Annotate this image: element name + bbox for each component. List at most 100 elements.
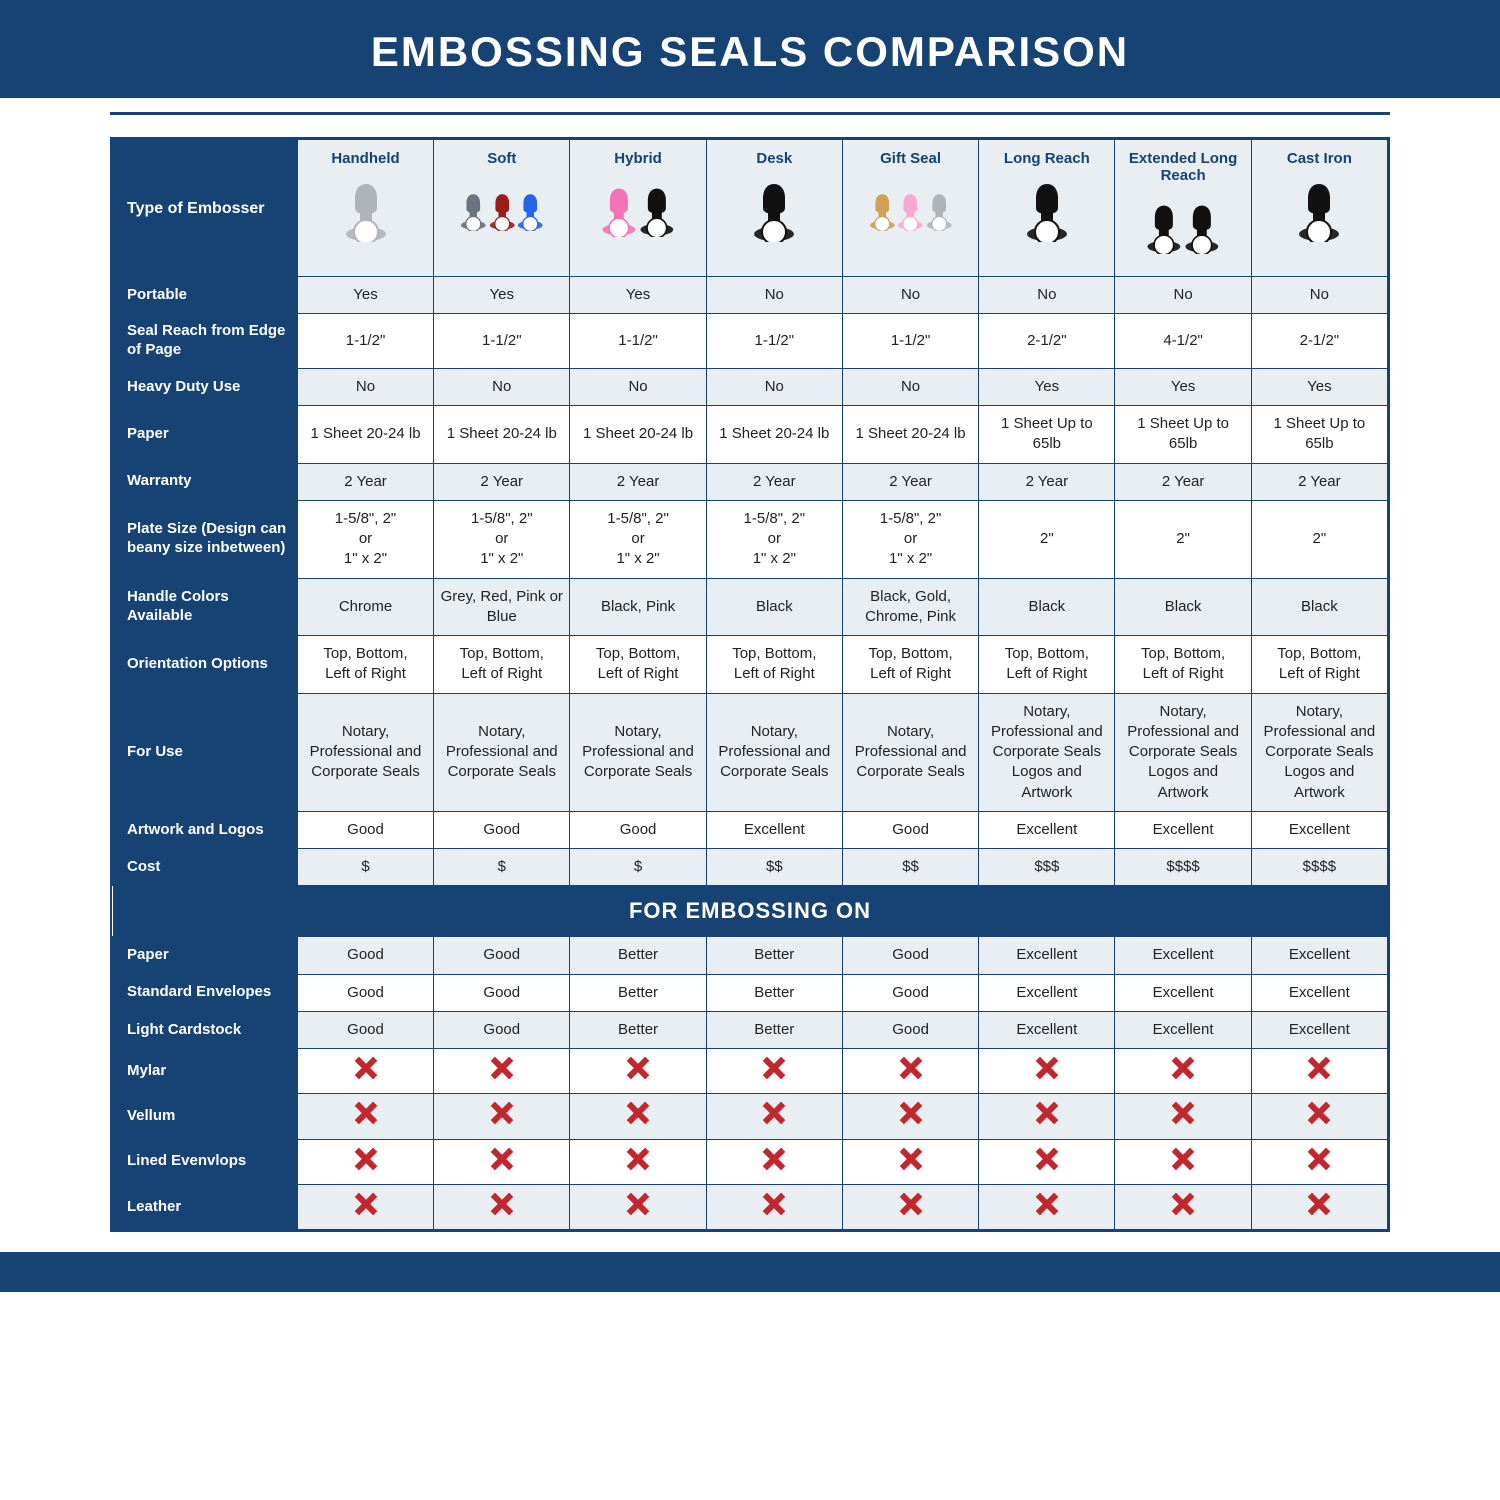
x-mark-icon [900, 1102, 922, 1124]
table-cell: Yes [979, 368, 1115, 405]
x-mark-icon [355, 1102, 377, 1124]
table-cell: Top, Bottom,Left of Right [434, 636, 570, 694]
column-header: Handheld [297, 140, 433, 277]
table-cell: 2 Year [1115, 463, 1251, 500]
table-cell: Black [706, 578, 842, 636]
table-cell: Black [979, 578, 1115, 636]
table-cell: Excellent [979, 974, 1115, 1011]
table-cell [434, 1094, 570, 1139]
table-cell: Good [297, 1011, 433, 1048]
table-cell: Excellent [1115, 811, 1251, 848]
table-cell: Grey, Red, Pink or Blue [434, 578, 570, 636]
table-cell: Better [706, 937, 842, 974]
row-label: Portable [113, 277, 298, 314]
table-cell [1115, 1184, 1251, 1229]
x-mark-icon [491, 1057, 513, 1079]
table-cell: Excellent [1251, 974, 1387, 1011]
column-header: Gift Seal [842, 140, 978, 277]
table-cell: $$$ [979, 849, 1115, 886]
table-row: Light CardstockGoodGoodBetterBetterGoodE… [113, 1011, 1388, 1048]
table-cell [706, 1184, 842, 1229]
table-cell: Good [434, 811, 570, 848]
row-label: Mylar [113, 1049, 298, 1094]
table-cell [706, 1139, 842, 1184]
table-row: PaperGoodGoodBetterBetterGoodExcellentEx… [113, 937, 1388, 974]
table-cell [570, 1139, 706, 1184]
embosser-thumb [576, 173, 699, 251]
row-label: Standard Envelopes [113, 974, 298, 1011]
table-cell: Good [842, 974, 978, 1011]
table-row: PortableYesYesYesNoNoNoNoNo [113, 277, 1388, 314]
table-cell: 2-1/2" [979, 314, 1115, 369]
x-mark-icon [1036, 1148, 1058, 1170]
column-label: Gift Seal [849, 150, 972, 167]
x-mark-icon [1172, 1148, 1194, 1170]
table-cell: Top, Bottom,Left of Right [297, 636, 433, 694]
x-mark-icon [900, 1057, 922, 1079]
table-cell: 1-5/8", 2"or1" x 2" [297, 500, 433, 578]
embosser-thumb [440, 173, 563, 251]
table-cell: Good [842, 937, 978, 974]
table-row: Seal Reach from Edge of Page1-1/2"1-1/2"… [113, 314, 1388, 369]
table-cell: Good [297, 811, 433, 848]
column-header: Extended Long Reach [1115, 140, 1251, 277]
table-cell: No [842, 277, 978, 314]
table-cell: Better [706, 1011, 842, 1048]
table-cell: Black [1115, 578, 1251, 636]
x-mark-icon [1308, 1057, 1330, 1079]
table-cell [842, 1139, 978, 1184]
table-cell [842, 1184, 978, 1229]
table-cell: 1-1/2" [570, 314, 706, 369]
table-cell: Better [570, 937, 706, 974]
table-cell: 1 Sheet 20-24 lb [706, 406, 842, 464]
table-cell [297, 1139, 433, 1184]
table-cell: 1-5/8", 2"or1" x 2" [706, 500, 842, 578]
table-cell [297, 1049, 433, 1094]
column-label: Cast Iron [1258, 150, 1381, 167]
row-label: Lined Evenvlops [113, 1139, 298, 1184]
table-cell: Good [297, 974, 433, 1011]
table-cell: Notary, Professional and Corporate Seals [842, 693, 978, 811]
table-cell: Notary, Professional and Corporate Seals… [1251, 693, 1387, 811]
section-header: FOR EMBOSSING ON [113, 886, 1388, 937]
table-cell [297, 1094, 433, 1139]
table-cell: Notary, Professional and Corporate Seals [570, 693, 706, 811]
table-row: Leather [113, 1184, 1388, 1229]
table-cell: 1-1/2" [297, 314, 433, 369]
table-cell: Notary, Professional and Corporate Seals [434, 693, 570, 811]
table-cell: Excellent [1115, 974, 1251, 1011]
table-cell: Notary, Professional and Corporate Seals [706, 693, 842, 811]
table-cell: Top, Bottom,Left of Right [1251, 636, 1387, 694]
table-cell: 1 Sheet Up to 65lb [979, 406, 1115, 464]
x-mark-icon [1308, 1193, 1330, 1215]
table-cell: 2 Year [434, 463, 570, 500]
comparison-table-wrap: Type of EmbosserHandheld Soft Hybrid Des… [110, 137, 1390, 1232]
x-mark-icon [1172, 1102, 1194, 1124]
x-mark-icon [1172, 1057, 1194, 1079]
table-cell: $$ [706, 849, 842, 886]
table-cell: Excellent [979, 1011, 1115, 1048]
row-label: Cost [113, 849, 298, 886]
row-label: For Use [113, 693, 298, 811]
column-label: Extended Long Reach [1121, 150, 1244, 184]
table-cell: Excellent [1251, 937, 1387, 974]
x-mark-icon [900, 1148, 922, 1170]
table-cell: Good [434, 974, 570, 1011]
table-cell: Black [1251, 578, 1387, 636]
table-cell [434, 1049, 570, 1094]
table-cell: Good [842, 1011, 978, 1048]
table-cell: Excellent [1251, 1011, 1387, 1048]
x-mark-icon [491, 1148, 513, 1170]
x-mark-icon [763, 1057, 785, 1079]
table-cell [979, 1139, 1115, 1184]
table-cell [842, 1094, 978, 1139]
x-mark-icon [355, 1193, 377, 1215]
x-mark-icon [900, 1193, 922, 1215]
table-cell: 2" [979, 500, 1115, 578]
table-row: Plate Size (Design can beany size inbetw… [113, 500, 1388, 578]
table-cell: Notary, Professional and Corporate Seals… [1115, 693, 1251, 811]
table-cell: Good [297, 937, 433, 974]
table-row: Standard EnvelopesGoodGoodBetterBetterGo… [113, 974, 1388, 1011]
table-row: Orientation OptionsTop, Bottom,Left of R… [113, 636, 1388, 694]
table-cell: Excellent [1115, 1011, 1251, 1048]
